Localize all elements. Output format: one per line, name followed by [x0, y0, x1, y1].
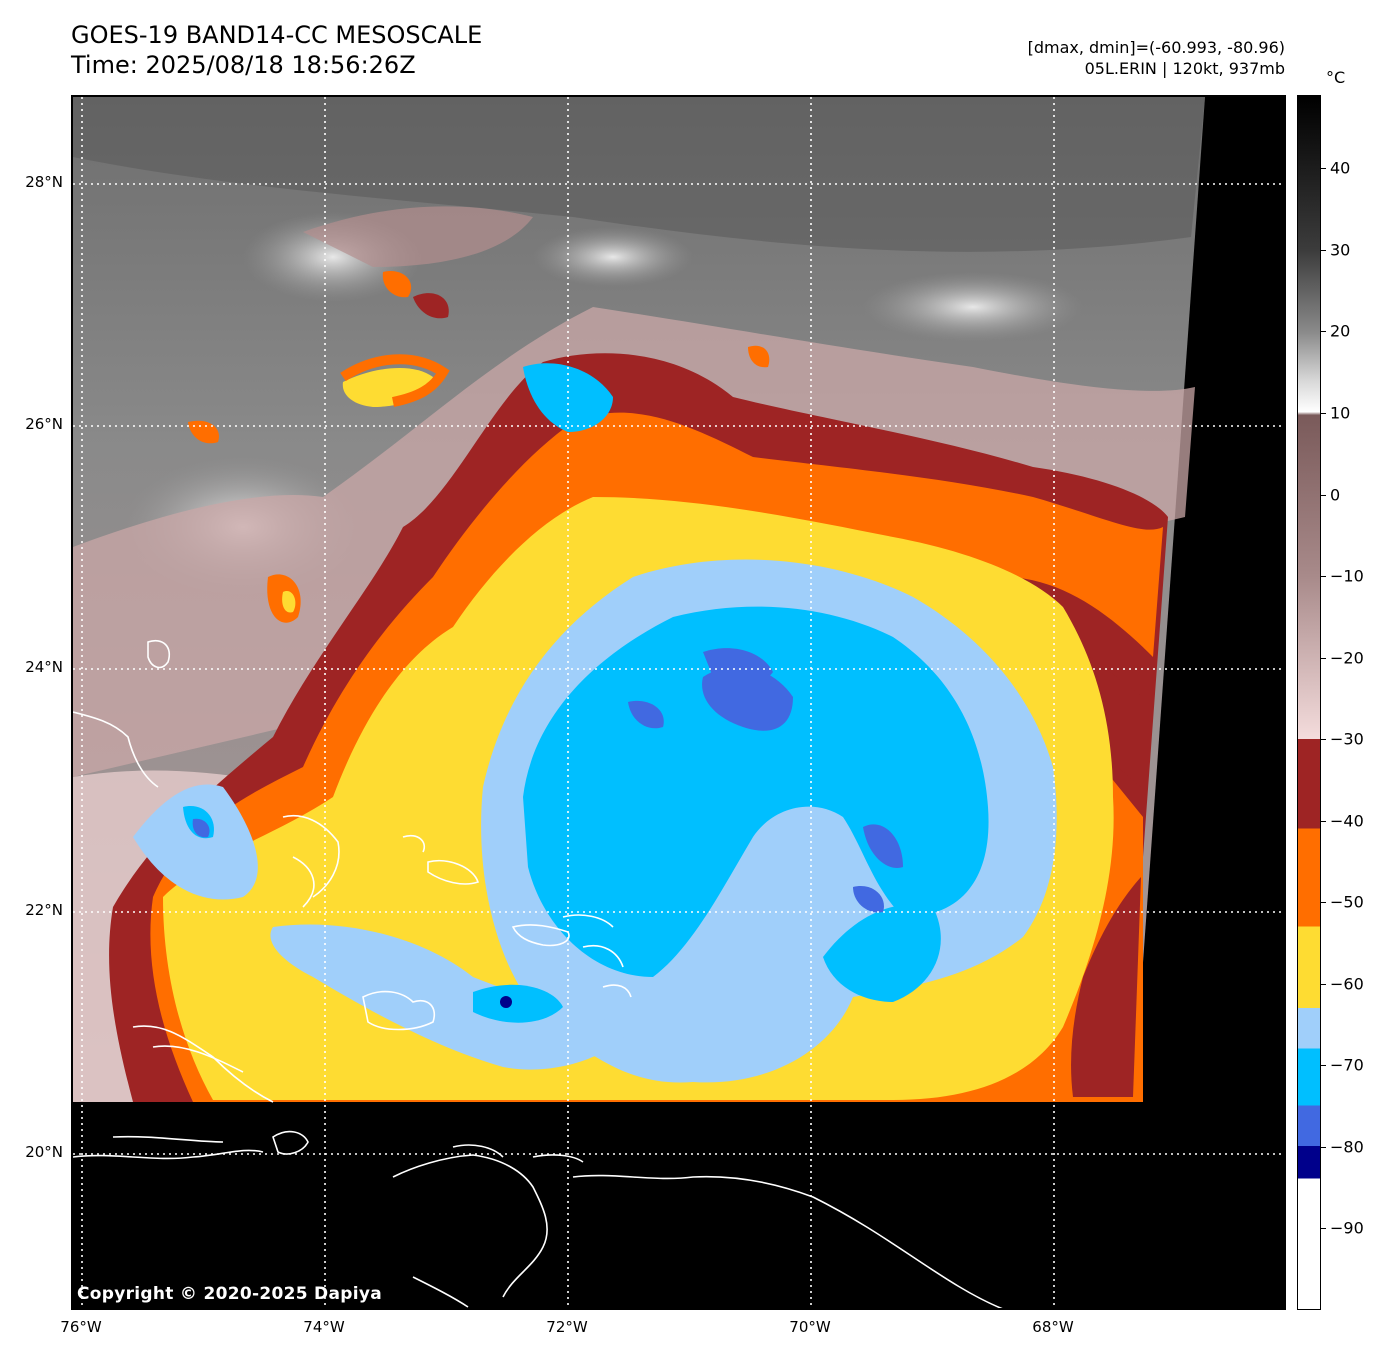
lat-label-26n: 26°N — [25, 415, 63, 433]
lat-label-28n: 28°N — [25, 173, 63, 191]
imagery-swath — [73, 97, 1205, 1103]
graticule — [73, 97, 1284, 1308]
lon-label-68w: 68°W — [1032, 1318, 1074, 1336]
satellite-image — [73, 97, 1284, 1308]
lon-label-76w: 76°W — [60, 1318, 102, 1336]
colorbar-tick-label: −30 — [1330, 729, 1364, 749]
colorbar-tick-label: 40 — [1330, 158, 1351, 178]
lat-label-24n: 24°N — [25, 658, 63, 676]
title-line-1: GOES-19 BAND14-CC MESOSCALE — [71, 21, 483, 49]
colorbar-tick-mark — [1321, 820, 1326, 822]
colorbar-tick-label: −70 — [1330, 1055, 1364, 1075]
colorbar-tick-label: −80 — [1330, 1137, 1364, 1157]
colorbar-tick-label: −20 — [1330, 648, 1364, 668]
colorbar-tick-label: −60 — [1330, 974, 1364, 994]
colorbar-tick-label: −10 — [1330, 566, 1364, 586]
colorbar-tick-mark — [1321, 331, 1326, 333]
copyright-notice: Copyright © 2020-2025 Dapiya — [77, 1284, 382, 1304]
colorbar-tick-mark — [1321, 1065, 1326, 1067]
colorbar-tick-label: 20 — [1330, 321, 1351, 341]
lon-label-74w: 74°W — [303, 1318, 345, 1336]
colorbar-tick-label: −90 — [1330, 1218, 1364, 1238]
storm-info: 05L.ERIN | 120kt, 937mb — [1084, 59, 1285, 78]
satellite-map[interactable] — [71, 95, 1286, 1310]
colorbar-tick-mark — [1321, 1228, 1326, 1230]
colorbar-tick-label: −50 — [1330, 892, 1364, 912]
colorbar-tick-mark — [1321, 249, 1326, 251]
lat-label-20n: 20°N — [25, 1143, 63, 1161]
lat-label-22n: 22°N — [25, 901, 63, 919]
dmax-dmin-range: [dmax, dmin]=(-60.993, -80.96) — [1027, 38, 1285, 57]
colorbar-tick-mark — [1321, 494, 1326, 496]
colorbar-tick-mark — [1321, 168, 1326, 170]
colorbar-tick-mark — [1321, 983, 1326, 985]
colorbar-tick-label: 0 — [1330, 485, 1341, 505]
coastlines — [73, 640, 1003, 1308]
colorbar-tick-mark — [1321, 576, 1326, 578]
colorbar-unit: °C — [1326, 68, 1346, 87]
colorbar-tick-mark — [1321, 1146, 1326, 1148]
colorbar-tick-mark — [1321, 902, 1326, 904]
colorbar-tick-mark — [1321, 657, 1326, 659]
colorbar-tick-label: 10 — [1330, 403, 1351, 423]
lon-label-70w: 70°W — [789, 1318, 831, 1336]
lon-label-72w: 72°W — [546, 1318, 588, 1336]
colorbar-tick-mark — [1321, 739, 1326, 741]
colorbar-tick-mark — [1321, 413, 1326, 415]
title-line-2: Time: 2025/08/18 18:56:26Z — [71, 51, 416, 79]
colorbar-tick-label: −40 — [1330, 811, 1364, 831]
temperature-colorbar — [1297, 95, 1321, 1310]
colorbar-tick-label: 30 — [1330, 240, 1351, 260]
